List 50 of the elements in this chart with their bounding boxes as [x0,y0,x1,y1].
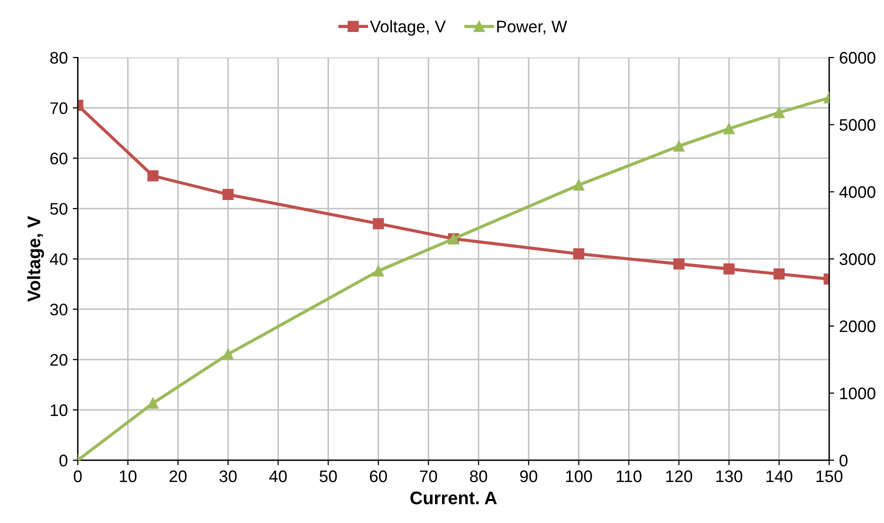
x-tick-label: 110 [616,470,642,482]
y-tick-label: 10 [50,404,68,416]
point [723,123,735,134]
y2-tick-label: 2000 [840,320,876,332]
point [147,170,158,182]
point [774,268,785,280]
x-tick-label: 60 [370,470,387,482]
y2-tick-label: 3000 [840,253,876,266]
point [573,180,584,191]
y-tick-label: 40 [50,253,68,266]
y-tick-label: 70 [50,102,68,114]
y-tick-label: 50 [50,202,68,215]
y-tick-label: 30 [50,304,68,316]
x-tick-label: 140 [766,470,792,482]
point [774,107,785,118]
point [723,263,735,275]
point [673,140,684,152]
x-tick-label: 20 [170,470,187,482]
point [372,265,384,277]
x-tick-label: 30 [219,470,237,482]
x-tick-label: 120 [666,470,692,482]
y2-tick-label: 6000 [840,52,876,64]
x-tick-label: 150 [816,470,842,482]
y-axis-title: Voltage, V [27,216,44,302]
x-tick-label: 0 [74,470,82,482]
y2-tick-label: 1000 [840,388,876,400]
y2-tick-label: 5000 [840,119,876,131]
x-tick-label: 130 [716,470,742,482]
legend-label: Voltage, V [370,20,446,36]
x-tick-label: 80 [470,470,488,482]
y2-tick-label: 4000 [839,186,876,198]
point [372,218,384,230]
y2-tick-label: 0 [840,454,848,466]
legend-label: Power, W [497,20,568,34]
point [222,348,234,360]
point [222,188,234,200]
x-tick-label: 10 [120,470,137,482]
y-tick-label: 60 [50,152,68,164]
y-tick-label: 20 [50,354,68,366]
x-tick-label: 50 [320,470,337,482]
x-tick-label: 40 [269,470,287,482]
point [147,398,158,409]
y-tick-label: 80 [50,52,68,64]
point [673,258,684,270]
x-tick-label: 100 [566,470,592,482]
point [573,248,584,260]
x-tick-label: 90 [520,470,538,482]
x-axis-title: Current. A [410,492,497,504]
y-tick-label: 0 [59,454,68,466]
x-tick-label: 70 [420,470,438,482]
